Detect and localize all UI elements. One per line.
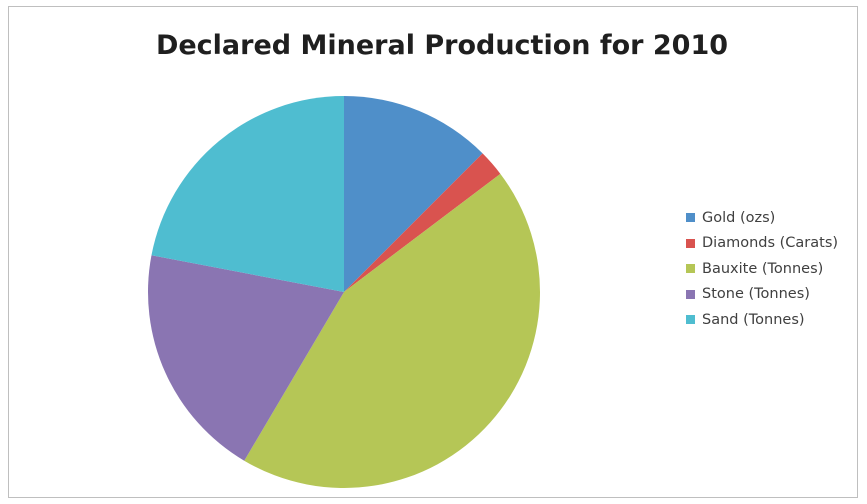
- legend-item: Bauxite (Tonnes): [686, 256, 838, 282]
- legend-swatch: [686, 238, 695, 248]
- legend-swatch: [686, 213, 695, 223]
- legend-item: Diamonds (Carats): [686, 231, 838, 257]
- legend-label: Gold (ozs): [702, 209, 776, 226]
- legend-label: Sand (Tonnes): [702, 311, 805, 328]
- legend-label: Stone (Tonnes): [702, 286, 810, 303]
- legend-swatch: [686, 289, 695, 299]
- pie-slice-gold: [344, 96, 483, 292]
- chart-title: Declared Mineral Production for 2010: [155, 30, 729, 61]
- legend-swatch: [686, 264, 695, 274]
- pie-slice-diamonds: [344, 153, 501, 292]
- legend-label: Diamonds (Carats): [702, 235, 839, 252]
- legend-item: Stone (Tonnes): [686, 282, 838, 308]
- pie-slice-stone: [147, 255, 344, 461]
- legend-item: Gold (ozs): [686, 205, 838, 231]
- pie-slice-sand: [151, 96, 344, 292]
- legend-label: Bauxite (Tonnes): [702, 260, 824, 277]
- legend-item: Sand (Tonnes): [686, 307, 838, 333]
- pie-slice-bauxite: [244, 173, 541, 489]
- legend-swatch: [686, 315, 695, 325]
- legend: Gold (ozs) Diamonds (Carats) Bauxite (Tonn…: [686, 205, 838, 333]
